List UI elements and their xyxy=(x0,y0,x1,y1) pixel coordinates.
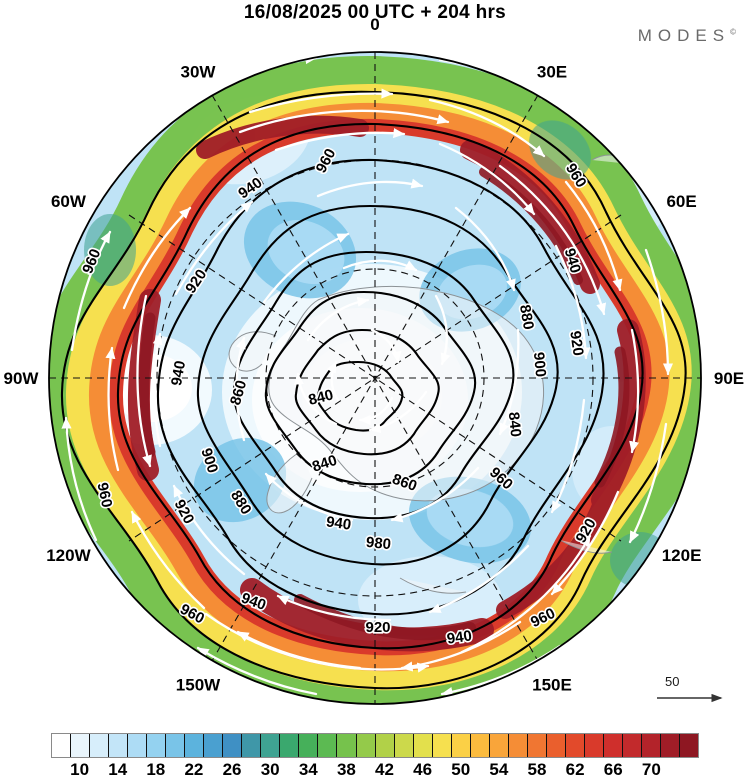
contour-label: 960 xyxy=(93,481,115,509)
contour-label: 940 xyxy=(446,627,473,647)
colorbar: 10 14 18 22 26 30 34 38 42 46 50 54 58 62 66 70 xyxy=(0,726,750,782)
copyright-mark: © xyxy=(730,27,736,37)
contour-label: 900 xyxy=(530,351,549,377)
longitude-label-30e: 30E xyxy=(537,62,567,81)
colorbar-cell xyxy=(489,734,509,757)
longitude-label-group: 030E60E90E120E150E180150W120W90W60W30W xyxy=(4,15,745,695)
colorbar-cells xyxy=(51,733,699,758)
longitude-label-90w: 90W xyxy=(4,369,40,388)
colorbar-cell xyxy=(661,734,681,757)
modes-logo: MODES© xyxy=(638,26,736,46)
colorbar-tick-46: 46 xyxy=(413,760,433,779)
colorbar-cell xyxy=(204,734,224,757)
colorbar-cell xyxy=(413,734,433,757)
contour-label: 920 xyxy=(365,619,390,636)
colorbar-tick-42: 42 xyxy=(375,760,394,779)
colorbar-cell xyxy=(508,734,528,757)
colorbar-cell xyxy=(584,734,604,757)
colorbar-tick-34: 34 xyxy=(298,760,318,779)
colorbar-tick-58: 58 xyxy=(527,760,547,779)
longitude-label-120w: 120W xyxy=(46,546,91,565)
page-title: 16/08/2025 00 UTC + 204 hrs xyxy=(243,2,507,23)
longitude-label-120e: 120E xyxy=(662,546,702,565)
colorbar-tick-labels: 10 14 18 22 26 30 34 38 42 46 50 54 58 62 66 70 xyxy=(51,760,699,782)
colorbar-cell xyxy=(603,734,623,757)
longitude-label-60w: 60W xyxy=(51,192,87,211)
colorbar-tick-62: 62 xyxy=(565,760,585,779)
colorbar-cell xyxy=(52,734,72,757)
colorbar-tick-70: 70 xyxy=(641,760,661,779)
contour-label: 980 xyxy=(365,534,392,554)
longitude-label-150w: 150W xyxy=(176,676,221,695)
colorbar-cell xyxy=(242,734,262,757)
colorbar-cell xyxy=(166,734,186,757)
contour-label: 940 xyxy=(325,513,352,533)
colorbar-cell xyxy=(318,734,338,757)
longitude-label-60e: 60E xyxy=(666,192,696,211)
contour-label: 920 xyxy=(566,330,586,357)
height-contours xyxy=(60,90,687,690)
longitude-label-30w: 30W xyxy=(181,62,217,81)
logo-text: MODES xyxy=(637,26,731,45)
colorbar-tick-10: 10 xyxy=(70,760,90,779)
colorbar-cell xyxy=(356,734,376,757)
globe-outline xyxy=(48,51,702,705)
colorbar-cell xyxy=(565,734,585,757)
colorbar-cell xyxy=(147,734,167,757)
colorbar-cell xyxy=(223,734,243,757)
colorbar-cell xyxy=(128,734,148,757)
colorbar-cell xyxy=(527,734,547,757)
reference-vector: 50 xyxy=(655,674,735,716)
colorbar-cell xyxy=(261,734,281,757)
colorbar-tick-38: 38 xyxy=(336,760,356,779)
colorbar-cell xyxy=(109,734,129,757)
longitude-label-150e: 150E xyxy=(532,676,572,695)
colorbar-cell xyxy=(451,734,471,757)
colorbar-cell xyxy=(432,734,452,757)
colorbar-tick-50: 50 xyxy=(451,760,471,779)
colorbar-cell xyxy=(546,734,566,757)
reference-vector-arrow xyxy=(657,693,723,703)
colorbar-tick-14: 14 xyxy=(108,760,128,779)
colorbar-tick-22: 22 xyxy=(184,760,204,779)
colorbar-cell xyxy=(470,734,490,757)
colorbar-tick-26: 26 xyxy=(222,760,242,779)
colorbar-cell xyxy=(280,734,300,757)
colorbar-tick-30: 30 xyxy=(260,760,280,779)
longitude-label-0: 0 xyxy=(370,15,379,34)
colorbar-cell xyxy=(641,734,661,757)
longitude-label-90e: 90E xyxy=(714,369,744,388)
colorbar-cell xyxy=(622,734,642,757)
polar-map: 960 940 960 940 880 920 900 960 920 940 860 840 840 9… xyxy=(4,15,745,705)
colorbar-tick-18: 18 xyxy=(146,760,166,779)
colorbar-cell xyxy=(71,734,91,757)
colorbar-tick-66: 66 xyxy=(603,760,623,779)
colorbar-cell xyxy=(375,734,395,757)
colorbar-cell xyxy=(185,734,205,757)
contour-label: 840 xyxy=(505,411,525,438)
colorbar-cell xyxy=(299,734,319,757)
colorbar-tick-54: 54 xyxy=(489,760,509,779)
colorbar-cell xyxy=(680,734,699,757)
colorbar-cell xyxy=(394,734,414,757)
colorbar-cell xyxy=(90,734,110,757)
colorbar-cell xyxy=(337,734,357,757)
reference-vector-label: 50 xyxy=(665,674,680,689)
